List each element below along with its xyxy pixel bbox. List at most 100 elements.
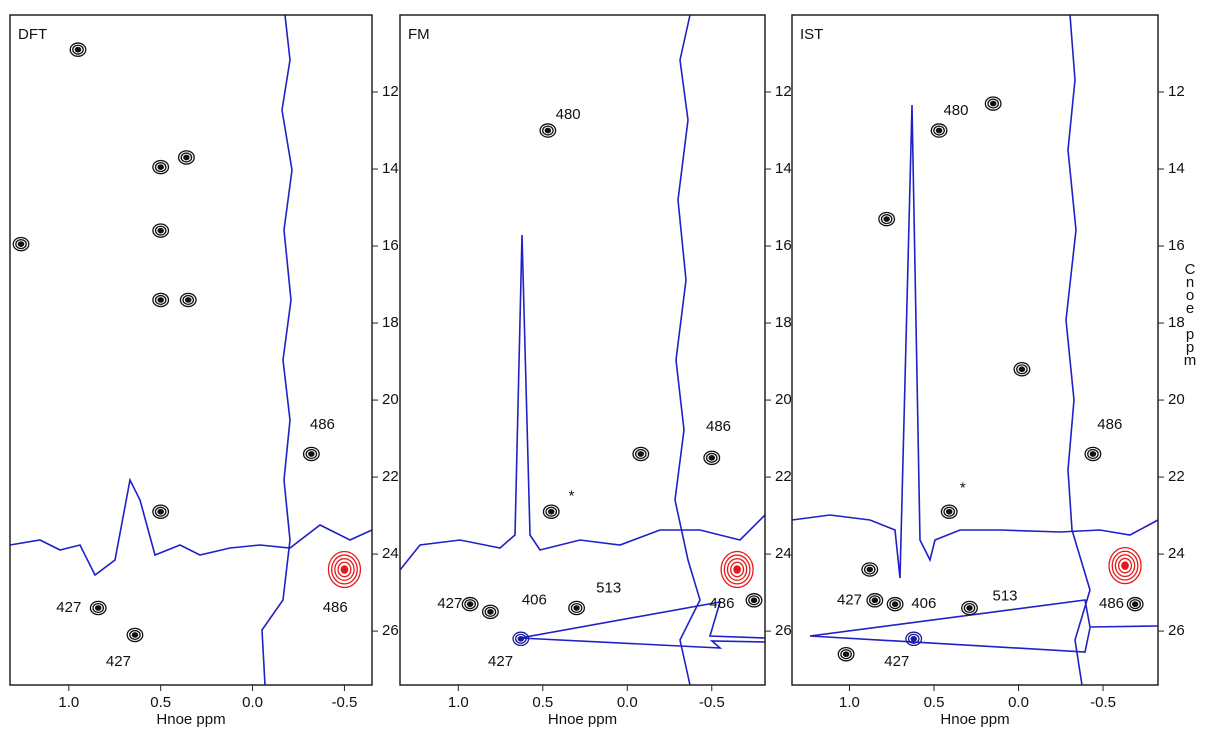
peak-contour	[889, 599, 901, 610]
x-tick-label: 0.0	[617, 694, 638, 711]
peak-contour	[15, 239, 27, 250]
peak-contour	[733, 565, 741, 574]
peak-label: 406	[522, 591, 547, 608]
peak-label: 480	[556, 106, 581, 123]
y-tick-label: 14	[775, 160, 792, 177]
peak-contour	[308, 451, 315, 457]
peak-contour	[512, 631, 530, 647]
peak-contour	[863, 564, 876, 575]
x-axis-label: Hnoe ppm	[940, 711, 1009, 728]
peak-contour	[1084, 446, 1102, 462]
peak-contour	[131, 632, 139, 638]
peak-contour	[157, 508, 164, 515]
peak-label: 486	[323, 599, 348, 616]
y-tick-label: 20	[775, 391, 792, 408]
peak-contour	[868, 595, 881, 606]
peak-contour	[842, 651, 850, 658]
y-tick-label: 12	[382, 83, 399, 100]
peak-contour	[154, 506, 167, 517]
peak-contour	[883, 216, 890, 222]
peak-contour	[1018, 366, 1026, 373]
projection-trace	[1065, 14, 1091, 686]
y-tick-label: 26	[1168, 622, 1185, 639]
peak-contour	[1126, 596, 1144, 612]
peak-contour	[945, 508, 953, 515]
peak-contour	[940, 504, 958, 519]
peak-contour	[837, 646, 855, 662]
peak-label: 486	[1097, 416, 1122, 433]
peak-contour	[487, 608, 494, 615]
peak-contour	[966, 605, 973, 611]
peak-label: 406	[911, 595, 936, 612]
peak-label: 513	[992, 587, 1017, 604]
peak-contour	[157, 164, 164, 170]
y-tick-label: 22	[775, 468, 792, 485]
peak-contour	[905, 631, 923, 647]
peak-contour	[464, 599, 476, 610]
peak-contour	[302, 446, 320, 462]
peak-contour	[987, 98, 1000, 109]
y-axis-label-char: e	[1186, 300, 1194, 317]
peak-contour	[461, 596, 479, 612]
peak-contour	[152, 159, 170, 175]
peak-contour	[840, 649, 852, 660]
peak-contour	[632, 446, 650, 462]
peak-contour	[1121, 561, 1129, 570]
peak-contour	[907, 633, 920, 644]
peak-contour	[723, 554, 751, 585]
projection-trace	[791, 104, 1159, 579]
y-tick-label: 12	[1168, 83, 1185, 100]
peak-label: *	[960, 480, 966, 497]
peak-contour	[340, 565, 349, 574]
x-tick-label: -0.5	[332, 694, 358, 711]
peak-contour	[866, 593, 884, 608]
peak-contour	[726, 558, 748, 581]
x-tick-label: 0.0	[242, 694, 263, 711]
y-axis-label-char: p	[1186, 339, 1194, 356]
peak-contour	[745, 593, 763, 608]
peak-label: 486	[706, 418, 731, 435]
peak-contour	[544, 127, 552, 134]
x-tick-label: -0.5	[1090, 694, 1116, 711]
peak-contour	[154, 225, 167, 236]
peak-contour	[180, 152, 193, 163]
peak-contour	[514, 633, 527, 644]
peak-contour	[74, 46, 82, 53]
panel-title: IST	[800, 26, 823, 43]
plot-frame	[9, 14, 373, 686]
y-tick-label: 26	[382, 622, 399, 639]
peak-contour	[943, 506, 956, 517]
peak-contour	[179, 292, 197, 308]
y-tick-label: 18	[1168, 314, 1185, 331]
peak-label: 427	[106, 653, 131, 670]
x-axis-label: Hnoe ppm	[156, 711, 225, 728]
projection-trace	[9, 477, 373, 577]
peak-contour	[886, 596, 904, 612]
y-tick-label: 26	[775, 622, 792, 639]
y-tick-label: 24	[382, 545, 399, 562]
peak-contour	[17, 241, 25, 247]
x-tick-label: 1.0	[839, 694, 860, 711]
peak-contour	[129, 629, 141, 640]
peak-contour	[327, 550, 362, 589]
peak-contour	[539, 123, 557, 138]
peak-contour	[989, 100, 997, 107]
peak-contour	[184, 297, 192, 303]
y-tick-label: 18	[382, 314, 399, 331]
peak-contour	[933, 125, 945, 136]
y-tick-label: 24	[1168, 545, 1185, 562]
peak-contour	[1114, 554, 1136, 578]
peak-contour	[880, 214, 893, 225]
x-tick-label: 0.5	[924, 694, 945, 711]
y-tick-label: 16	[382, 237, 399, 254]
peak-contour	[157, 227, 164, 234]
y-axis-label-char: C	[1185, 261, 1196, 278]
peak-contour	[984, 96, 1002, 111]
peak-label: *	[569, 487, 575, 504]
y-axis-label-char: o	[1186, 287, 1194, 304]
peak-contour	[1089, 451, 1097, 457]
peak-contour	[183, 154, 190, 161]
projection-trace	[809, 599, 1159, 653]
peak-contour	[466, 601, 474, 607]
peak-contour	[152, 292, 170, 308]
